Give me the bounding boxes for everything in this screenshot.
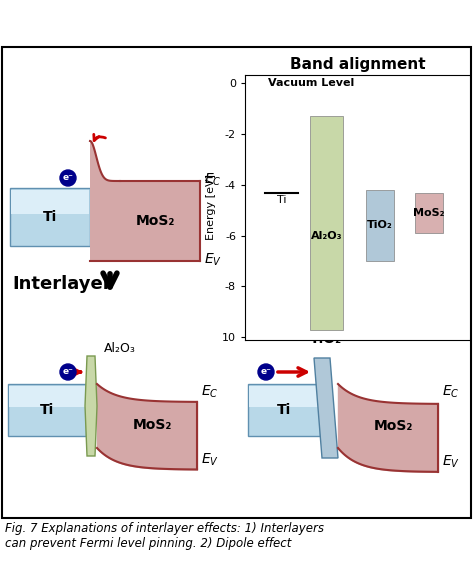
Bar [415,194,443,233]
FancyBboxPatch shape [90,181,200,261]
Bar [310,116,343,330]
Text: MoS₂: MoS₂ [374,419,413,433]
FancyBboxPatch shape [248,384,320,436]
Text: Vacuum Level: Vacuum Level [267,79,354,88]
Circle shape [60,364,76,380]
Text: $E_C$: $E_C$ [442,384,460,400]
Text: MoS₂: MoS₂ [132,418,172,432]
FancyBboxPatch shape [249,385,319,408]
Text: Fig. 7 Explanations of interlayer effects: 1) Interlayers
can prevent Fermi leve: Fig. 7 Explanations of interlayer effect… [5,522,324,550]
Text: Ti: Ti [40,403,54,417]
Text: Ti: Ti [277,403,291,417]
Text: Interlayer: Interlayer [12,275,111,293]
Circle shape [60,170,76,186]
Text: Ti: Ti [43,210,57,224]
Text: $E_V$: $E_V$ [442,454,460,470]
Text: TiO₂: TiO₂ [367,220,393,230]
Text: Al₂O₃: Al₂O₃ [104,341,136,354]
Text: e⁻: e⁻ [261,367,272,376]
Polygon shape [85,356,97,456]
Polygon shape [314,358,338,458]
Text: TiO₂: TiO₂ [310,332,342,346]
Text: MoS₂: MoS₂ [413,208,445,218]
Y-axis label: Energy [eV]: Energy [eV] [206,174,217,241]
Text: $E_V$: $E_V$ [204,252,222,268]
Text: $E_C$: $E_C$ [201,384,219,400]
Text: e⁻: e⁻ [63,367,73,376]
FancyBboxPatch shape [10,188,90,246]
FancyBboxPatch shape [9,385,85,408]
Circle shape [258,364,274,380]
Bar [365,190,394,261]
Text: $E_C$: $E_C$ [204,172,221,188]
Text: $E_V$: $E_V$ [201,452,219,468]
Text: MoS₂: MoS₂ [135,214,175,228]
Text: Ti: Ti [277,195,287,205]
Text: Al₂O₃: Al₂O₃ [311,230,343,241]
Title: Band alignment: Band alignment [290,57,425,72]
Text: e⁻: e⁻ [63,174,73,182]
Polygon shape [90,141,120,181]
FancyBboxPatch shape [8,384,86,436]
FancyBboxPatch shape [11,190,89,214]
